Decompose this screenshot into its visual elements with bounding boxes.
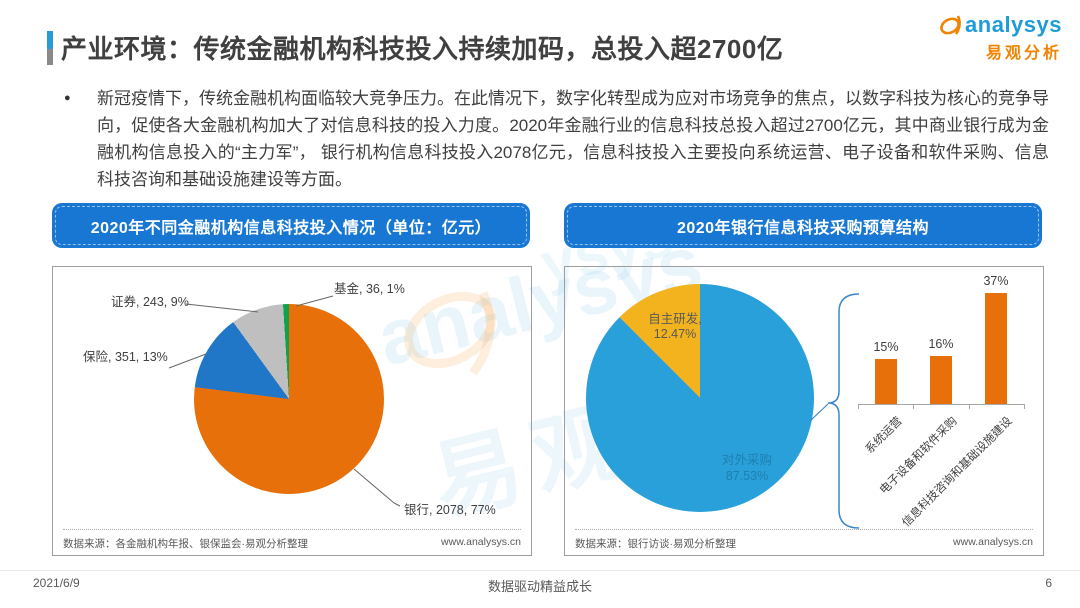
- right-website-text: www.analysys.cn: [953, 536, 1033, 548]
- bar-equipment-software: [930, 356, 952, 404]
- left-chart-header: 2020年不同金融机构信息科技投入情况（单位：亿元）: [52, 203, 530, 248]
- axis-tick: [858, 404, 859, 409]
- bar-value-label: 15%: [873, 340, 899, 354]
- right-source-row: 数据来源：银行访谈·易观分析整理 www.analysys.cn: [575, 529, 1033, 551]
- summary-paragraph: 新冠疫情下，传统金融机构面临较大竞争压力。在此情况下，数字化转型成为应对市场竞争…: [97, 89, 1049, 189]
- leader-lines: [168, 295, 401, 507]
- pie-label-securities: 证券, 243, 9%: [111, 295, 189, 309]
- banner-dashed-border: [55, 206, 527, 245]
- bar-consulting-infra: [985, 293, 1007, 404]
- bar-value-label: 37%: [983, 274, 1009, 288]
- bar-system-ops: [875, 359, 897, 404]
- banner-dashed-border: [567, 206, 1039, 245]
- footer-slogan: 数据驱动精益成长: [487, 579, 592, 594]
- bar-x-axis: [858, 404, 1024, 405]
- left-chart-panel: 基金, 36, 1% 证券, 243, 9% 保险, 351, 13% 银行, …: [52, 266, 532, 556]
- page-title: 产业环境：传统金融机构科技投入持续加码，总投入超2700亿: [61, 34, 784, 64]
- left-chart-title: 2020年不同金融机构信息科技投入情况（单位：亿元）: [90, 219, 492, 237]
- pie-label-selfdev-pct: 12.47%: [653, 327, 697, 341]
- pie-label-bank: 银行, 2078, 77%: [404, 503, 496, 517]
- curly-brace-icon: [809, 293, 860, 529]
- analysys-swirl-icon: [940, 15, 961, 35]
- axis-tick: [1024, 404, 1025, 409]
- footer-date: 2021/6/9: [33, 576, 80, 590]
- pie-label-external-pct: 87.53%: [725, 469, 769, 483]
- right-chart-title: 2020年银行信息科技采购预算结构: [676, 219, 930, 237]
- procurement-pie-chart: [586, 284, 814, 512]
- right-source-text: 数据来源：银行访谈·易观分析整理: [575, 538, 736, 550]
- left-source-text: 数据来源：各金融机构年报、银保监会·易观分析整理: [63, 538, 308, 550]
- axis-tick: [969, 404, 970, 409]
- bullet-icon: ●: [64, 92, 71, 104]
- pie-label-selfdev-name: 自主研发,: [648, 312, 702, 326]
- left-website-text: www.analysys.cn: [441, 536, 521, 548]
- pie-label-fund: 基金, 36, 1%: [334, 282, 405, 296]
- left-source-row: 数据来源：各金融机构年报、银保监会·易观分析整理 www.analysys.cn: [63, 529, 521, 551]
- pie-label-insurance: 保险, 351, 13%: [83, 350, 168, 364]
- right-chart-panel: 自主研发, 12.47% 对外采购 87.53% 15% 16% 37% 系统运…: [564, 266, 1044, 556]
- right-chart-header: 2020年银行信息科技采购预算结构: [564, 203, 1042, 248]
- bar-value-label: 16%: [928, 337, 954, 351]
- analysys-logo: analysys 易观分析: [939, 12, 1062, 63]
- footer-divider: [0, 570, 1080, 571]
- axis-tick: [913, 404, 914, 409]
- logo-brand-cn: 易观分析: [985, 45, 1062, 62]
- title-accent-bar: [47, 31, 53, 65]
- investment-pie-chart: [194, 304, 384, 494]
- footer-page-number: 6: [1045, 576, 1052, 590]
- pie-label-external-name: 对外采购: [721, 453, 772, 467]
- logo-brand-text: analysys: [965, 12, 1062, 37]
